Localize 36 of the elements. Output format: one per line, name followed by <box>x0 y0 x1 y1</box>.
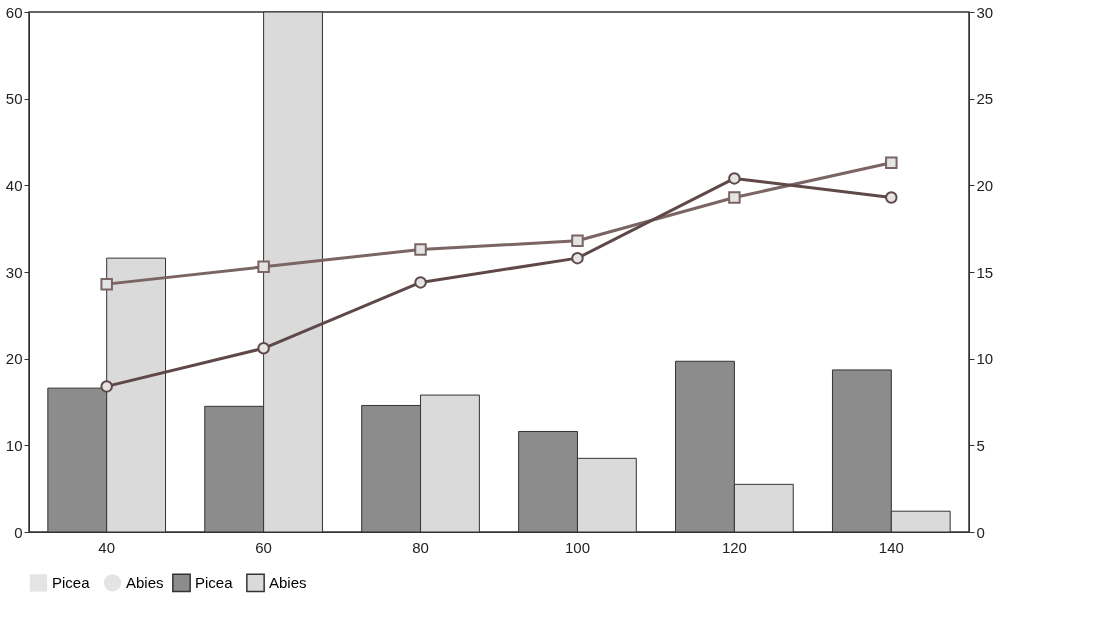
y-tick-label: 20 <box>5 350 23 368</box>
legend-label: Abies <box>269 573 307 591</box>
point <box>885 191 898 204</box>
point <box>571 251 584 265</box>
point <box>414 276 427 289</box>
x-tick-label: 80 <box>412 538 429 556</box>
y2-tick-label: 20 <box>976 176 994 194</box>
y2-tick-label: 5 <box>976 436 985 454</box>
point <box>571 234 584 248</box>
point <box>885 156 898 170</box>
point <box>728 172 741 185</box>
legend-label: Picea <box>195 573 234 591</box>
x-tick-label: 120 <box>721 538 747 556</box>
y-tick-label: 50 <box>5 90 23 108</box>
y-tick-label: 0 <box>14 523 23 541</box>
legend-label: Picea <box>52 573 91 591</box>
point <box>100 380 113 393</box>
y2-tick-label: 30 <box>976 3 994 21</box>
y2-tick-label: 25 <box>976 90 994 108</box>
point <box>728 191 741 204</box>
y2-tick-label: 15 <box>976 263 994 281</box>
point <box>257 260 270 274</box>
point <box>257 342 270 355</box>
x-tick-label: 100 <box>564 538 590 556</box>
y-tick-label: 60 <box>5 3 23 21</box>
y-tick-label: 30 <box>5 263 23 281</box>
x-tick-label: 140 <box>878 538 904 556</box>
y2-tick-label: 10 <box>976 350 994 368</box>
x-tick-label: 60 <box>255 538 272 556</box>
y2-tick-label: 0 <box>976 523 985 541</box>
y-tick-label: 10 <box>5 436 23 454</box>
point <box>414 243 427 256</box>
point <box>100 277 113 291</box>
x-tick-label: 40 <box>98 538 116 556</box>
y-tick-label: 40 <box>5 176 23 194</box>
legend-label: Abies <box>126 573 164 591</box>
